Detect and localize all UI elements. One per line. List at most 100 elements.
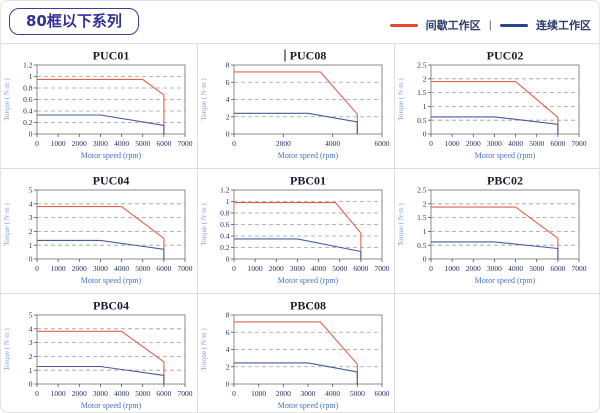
y-tick-label: 0 — [226, 255, 230, 264]
y-axis-label: Torque ( N·m ) — [200, 328, 208, 371]
chart-cell-PBC02: 0 0.5 1 1.5 2 2.5 0 1000 2000 3000 4000 5000 6000 700… — [395, 169, 599, 294]
plot-area — [36, 314, 186, 385]
x-tick-label: 6000 — [156, 389, 171, 398]
legend-separator: | — [488, 19, 492, 31]
chart-title: PUC02 — [487, 49, 524, 63]
y-tick-label: 0 — [29, 255, 33, 264]
y-tick-label: 0.6 — [23, 95, 33, 104]
x-axis-label: Motor speed (rpm) — [475, 276, 536, 285]
x-tick-label: 5000 — [529, 139, 544, 148]
x-tick-label: 3000 — [93, 389, 108, 398]
x-tick-label: 2000 — [72, 389, 87, 398]
x-tick-label: 6000 — [156, 264, 171, 273]
legend: 间歇工作区 | 连续工作区 — [389, 17, 591, 33]
chart-title: PBC01 — [290, 174, 326, 188]
y-tick-label: 0.2 — [23, 118, 33, 127]
x-tick-label: 3000 — [290, 264, 305, 273]
x-axis-label: Motor speed (rpm) — [475, 151, 536, 160]
chart-PBC01: 0 0.2 0.4 0.6 0.8 1 1.2 0 1000 2000 3000 4000 5000 60… — [200, 174, 390, 286]
x-tick-label: 1000 — [51, 139, 66, 148]
y-tick-label: 4 — [29, 324, 33, 333]
x-tick-label: 6000 — [375, 139, 390, 148]
x-tick-label: 2000 — [269, 264, 284, 273]
plot-area — [430, 189, 580, 260]
chart-PBC02: 0 0.5 1 1.5 2 2.5 0 1000 2000 3000 4000 5000 6000 700… — [397, 174, 587, 286]
x-tick-label: 0 — [35, 264, 39, 273]
chart-cell-PBC04: 0 1 2 3 4 5 0 1000 2000 3000 4000 5000 6000 7000 PBC04… — [1, 294, 198, 412]
x-tick-label: 5000 — [332, 264, 347, 273]
series-title-badge: 80框以下系列 — [9, 8, 139, 35]
x-tick-label: 0 — [35, 139, 39, 148]
y-tick-label: 2 — [423, 74, 427, 83]
y-tick-label: 0 — [423, 255, 427, 264]
x-tick-label: 1000 — [51, 264, 66, 273]
chart-cell-PUC04: 0 1 2 3 4 5 0 1000 2000 3000 4000 5000 6000 7000 PUC04… — [1, 169, 198, 294]
y-tick-label: 3 — [29, 213, 33, 222]
x-tick-label: 6000 — [375, 389, 390, 398]
x-tick-label: 0 — [429, 139, 433, 148]
y-tick-label: 0 — [226, 380, 230, 389]
intermittent-working-area-line — [37, 78, 165, 134]
x-tick-label: 0 — [429, 264, 433, 273]
y-tick-label: 0.4 — [220, 232, 230, 241]
y-tick-label: 4 — [29, 199, 33, 208]
y-tick-label: 0.2 — [220, 243, 230, 252]
legend-line-intermittent-icon — [389, 23, 418, 27]
y-tick-label: 0 — [423, 130, 427, 139]
chart-PUC02: 0 0.5 1 1.5 2 2.5 0 1000 2000 3000 4000 5000 6000 700… — [397, 49, 587, 161]
x-tick-label: 5000 — [135, 264, 150, 273]
x-tick-label: 7000 — [375, 264, 390, 273]
y-tick-label: 0.5 — [417, 241, 427, 250]
legend-label-continuous: 连续工作区 — [536, 19, 591, 32]
y-tick-label: 8 — [226, 311, 230, 320]
y-tick-label: 4 — [226, 95, 230, 104]
chart-title: PUC08 — [290, 49, 327, 63]
chart-PUC04: 0 1 2 3 4 5 0 1000 2000 3000 4000 5000 6000 7000 PUC04… — [3, 174, 193, 286]
x-tick-label: 4000 — [114, 139, 129, 148]
x-axis-label: Motor speed (rpm) — [81, 401, 142, 410]
y-tick-label: 1 — [29, 366, 33, 375]
y-tick-label: 2.5 — [417, 61, 427, 70]
x-tick-label: 3000 — [93, 264, 108, 273]
y-axis-label: Torque ( N·m ) — [200, 78, 208, 121]
y-axis-label: Torque ( N·m ) — [397, 203, 405, 246]
legend-line-continuous-icon — [500, 23, 528, 27]
continuous-working-area-line — [37, 239, 165, 259]
chart-cell-PBC01: 0 0.2 0.4 0.6 0.8 1 1.2 0 1000 2000 3000 4000 5000 60… — [198, 169, 395, 294]
x-tick-label: 3000 — [487, 139, 502, 148]
y-tick-label: 1.2 — [220, 186, 230, 195]
x-tick-label: 4000 — [508, 139, 523, 148]
y-tick-label: 0 — [29, 130, 33, 139]
legend-label-intermittent: 间歇工作区 — [425, 19, 481, 32]
y-tick-label: 1 — [423, 102, 427, 111]
x-tick-label: 2000 — [276, 139, 291, 148]
x-tick-label: 7000 — [178, 264, 193, 273]
y-tick-label: 4 — [226, 345, 230, 354]
x-tick-label: 6000 — [550, 264, 565, 273]
y-tick-label: 1 — [29, 72, 33, 81]
chart-title: PBC08 — [290, 299, 326, 313]
y-tick-label: 0.6 — [220, 220, 230, 229]
chart-title: PUC01 — [93, 49, 130, 63]
continuous-working-area-line — [37, 365, 165, 384]
chart-title: PUC04 — [93, 174, 130, 188]
x-tick-label: 2000 — [276, 389, 291, 398]
x-tick-label: 0 — [232, 264, 236, 273]
x-tick-label: 6000 — [550, 139, 565, 148]
y-tick-label: 3 — [29, 338, 33, 347]
x-tick-label: 7000 — [572, 264, 587, 273]
chart-PBC08: 0 2 4 6 8 0 1000 2000 3000 4000 5000 6000 PBC08 Motor… — [200, 299, 390, 411]
x-axis-label: Motor speed (rpm) — [81, 276, 142, 285]
x-tick-label: 0 — [35, 389, 39, 398]
y-tick-label: 8 — [226, 61, 230, 70]
x-tick-label: 7000 — [178, 389, 193, 398]
x-tick-label: 4000 — [325, 139, 340, 148]
y-tick-label: 5 — [29, 311, 33, 320]
chart-grid: 0 0.2 0.4 0.6 0.8 1 1.2 0 1000 2000 3000 4000 5000 60… — [1, 43, 599, 412]
x-tick-label: 1000 — [251, 389, 266, 398]
x-tick-label: 1000 — [248, 264, 263, 273]
x-tick-label: 2000 — [466, 139, 481, 148]
x-tick-label: 5000 — [135, 389, 150, 398]
chart-PUC08: 0 2 4 6 8 0 2000 4000 6000 PUC08 Motor speed (rpm)… — [200, 49, 390, 161]
